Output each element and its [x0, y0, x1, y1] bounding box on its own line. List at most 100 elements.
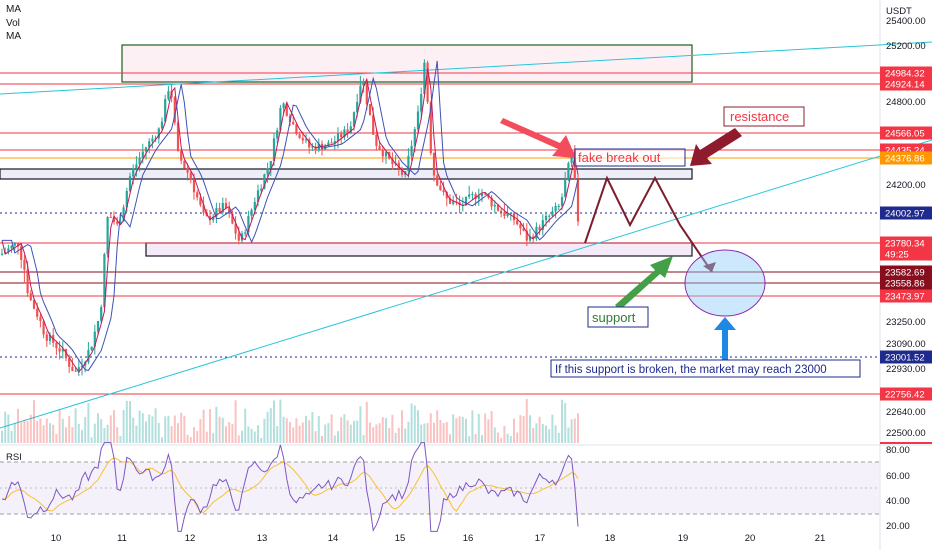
candle-body	[375, 134, 378, 146]
indicator-vol[interactable]: Vol	[6, 18, 20, 29]
candle-body	[343, 129, 346, 138]
price-tag-2: 24566.05	[885, 129, 925, 140]
volume-bar	[506, 433, 509, 443]
candle-body	[186, 168, 189, 173]
support-arrow	[615, 256, 673, 310]
volume-bar	[58, 408, 61, 443]
candle-body	[432, 153, 436, 176]
volume-bar	[327, 423, 330, 443]
volume-bar	[561, 399, 563, 443]
resistance-box	[723, 106, 805, 127]
candle-body	[100, 307, 103, 322]
time-tick-13: 13	[257, 533, 268, 544]
volume-bar	[1, 430, 3, 443]
volume-bar	[116, 427, 119, 443]
price-tick-1: 25200.00	[886, 41, 926, 52]
candle-body	[349, 126, 352, 134]
volume-bar	[10, 430, 13, 443]
volume-bar	[490, 410, 493, 443]
candle-body	[400, 168, 404, 175]
time-tick-15: 15	[395, 533, 406, 544]
volume-bar	[468, 436, 471, 443]
support-zone	[145, 242, 693, 257]
volume-bar	[20, 422, 23, 443]
candle-body	[196, 192, 199, 198]
candle-body	[340, 133, 343, 138]
candle-body	[551, 211, 554, 216]
volume-bar	[269, 408, 272, 443]
candle-body	[64, 349, 68, 359]
volume-bar	[567, 427, 570, 443]
candle-body	[173, 97, 176, 123]
candle-body	[263, 174, 266, 189]
candle-body	[528, 236, 532, 241]
time-axis[interactable]: 10 11 12 13 14 15 16 17 18 19 20 21	[51, 533, 826, 544]
volume-bar	[452, 414, 455, 443]
volume-bar	[493, 427, 496, 443]
volume-bar	[141, 413, 144, 443]
candle-body	[122, 207, 125, 222]
price-tag-10: 23473.97	[885, 292, 925, 303]
volume-bar	[65, 427, 67, 443]
indicator-ma-1[interactable]: MA	[6, 4, 21, 15]
price-tag-bg-4	[880, 151, 932, 165]
volume-bar	[199, 419, 202, 443]
candle-body	[36, 308, 39, 317]
volume-bar	[439, 419, 442, 443]
time-tick-17: 17	[535, 533, 546, 544]
volume-bar	[484, 413, 487, 443]
volume-bar	[29, 414, 32, 443]
candle-body	[116, 221, 119, 224]
volume-bar	[324, 424, 327, 443]
candle-body	[420, 94, 423, 112]
resistance-arrow	[690, 128, 742, 166]
price-axis[interactable]: 25400.00 25200.00 24800.00 24200.00 23250.00…	[886, 16, 926, 439]
indicator-ma-2[interactable]: MA	[6, 31, 21, 42]
candle-body	[106, 216, 109, 255]
price-tick-7: 22640.00	[886, 407, 926, 418]
support-label: support	[592, 310, 636, 325]
volume-bar	[257, 425, 259, 443]
volume-bar	[420, 424, 423, 443]
volume-bar	[298, 425, 301, 443]
candle-body	[519, 224, 522, 229]
candle-body	[384, 151, 388, 157]
volume-bar	[61, 418, 64, 443]
volume-bar	[522, 416, 525, 443]
blue-arrow	[714, 317, 736, 360]
volume-bar	[381, 417, 384, 443]
volume-bar	[516, 432, 519, 443]
support-box	[587, 306, 649, 328]
volume-bar	[397, 427, 400, 443]
volume-bar	[289, 422, 291, 443]
candlesticks	[0, 59, 580, 376]
candle-body	[125, 191, 128, 208]
volume-bar	[349, 424, 352, 443]
candle-body	[148, 141, 151, 148]
candle-body	[138, 157, 141, 165]
volume-bar	[519, 415, 522, 443]
volume-bar	[106, 424, 109, 443]
volume-bar	[509, 435, 512, 443]
volume-bar	[577, 413, 579, 443]
candle-body	[509, 213, 512, 215]
candle-body	[471, 194, 474, 196]
volume-bar	[541, 423, 544, 443]
projected-path	[584, 175, 713, 273]
candle-body	[7, 248, 10, 252]
volume-bar	[97, 413, 99, 443]
candle-body	[192, 179, 196, 193]
candle-body	[327, 142, 330, 147]
candle-body	[468, 194, 471, 197]
volume-bar	[74, 408, 77, 443]
price-tick-5: 23090.00	[886, 339, 926, 350]
candle-body	[304, 139, 308, 141]
volume-bar	[343, 414, 346, 443]
volume-bar	[551, 414, 554, 443]
rsi-axis: 80.00 60.00 40.00 20.00	[886, 445, 910, 532]
candle-body	[311, 146, 314, 148]
candle-body	[436, 175, 439, 186]
candle-body	[164, 99, 167, 122]
candle-body	[151, 138, 154, 142]
